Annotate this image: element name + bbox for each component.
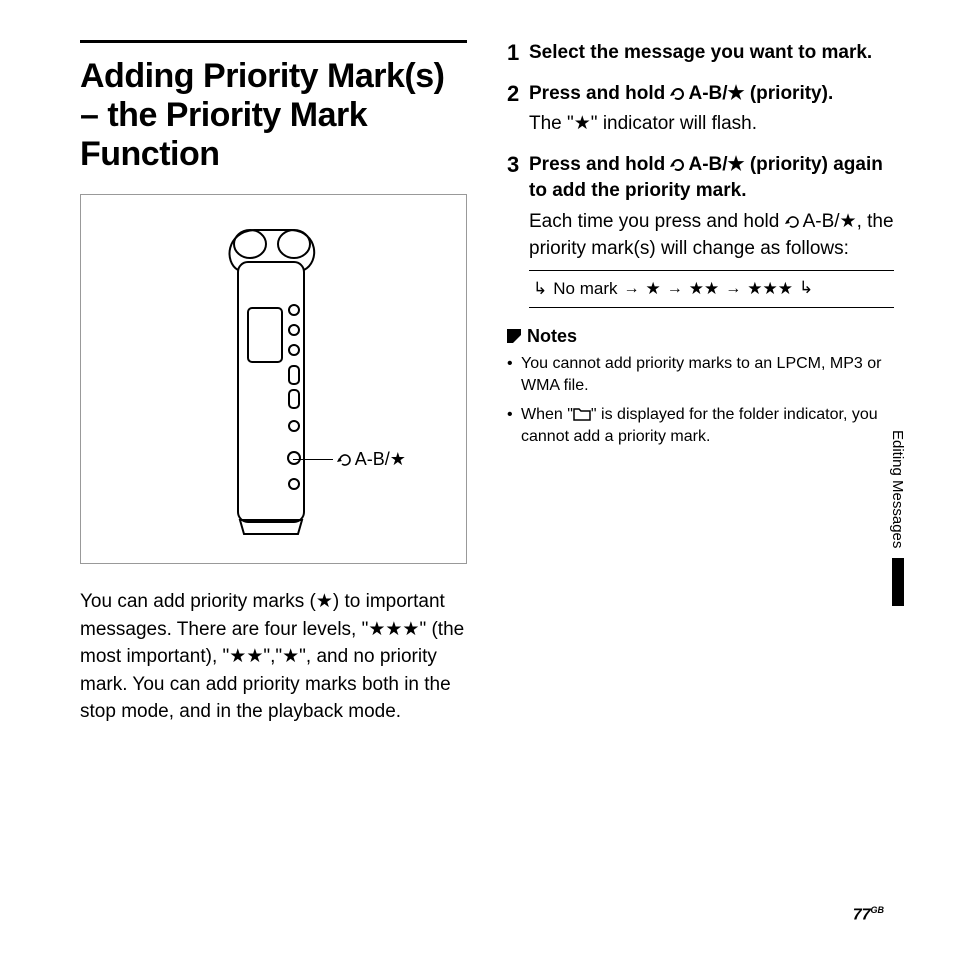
arrow-icon: → [725, 278, 741, 300]
step-3: 3 Press and hold A-B/★ (priority) again … [507, 152, 894, 308]
section-tab: Editing Messages [889, 430, 906, 606]
note-text-part: When " [521, 406, 573, 423]
step-text-part: Each time you press and hold [529, 211, 785, 232]
step-text-part: A-B/★ (priority). [688, 83, 833, 104]
step-1: 1 Select the message you want to mark. [507, 40, 894, 67]
step-text-part: Press and hold [529, 154, 670, 175]
page-region: GB [871, 905, 885, 915]
cycle-item: ★ [645, 277, 660, 301]
arrow-icon: → [623, 278, 639, 300]
step-text-part: Press and hold [529, 83, 670, 104]
step-body-text: The "★" indicator will flash. [529, 111, 894, 138]
heading-rule [80, 40, 467, 43]
notes-heading: Notes [507, 326, 894, 347]
arrow-icon: ↲ [799, 276, 813, 300]
section-tab-bar [892, 558, 904, 606]
priority-cycle-diagram: ↳ No mark → ★ → ★★ → ★★★ ↲ [529, 270, 894, 308]
repeat-icon [337, 453, 355, 467]
note-item: When " " is displayed for the folder ind… [507, 404, 894, 449]
step-number: 2 [507, 81, 529, 138]
section-tab-label: Editing Messages [889, 430, 906, 548]
step-heading: Press and hold A-B/★ (priority). [529, 81, 894, 108]
page-title: Adding Priority Mark(s) – the Priority M… [80, 57, 467, 174]
step-heading: Select the message you want to mark. [529, 40, 894, 67]
device-illustration: A-B/★ [80, 194, 467, 564]
cycle-item: ★★★ [747, 277, 793, 301]
step-body-text: Each time you press and hold A-B/★, the … [529, 209, 894, 262]
repeat-icon [670, 87, 688, 101]
callout-label: A-B/★ [355, 449, 406, 470]
step-number: 3 [507, 152, 529, 308]
notes-heading-label: Notes [527, 326, 577, 347]
step-number: 1 [507, 40, 529, 67]
device-callout: A-B/★ [293, 449, 406, 470]
cycle-item: ★★ [689, 277, 719, 301]
folder-icon [573, 408, 591, 421]
repeat-icon [785, 215, 803, 229]
repeat-icon [670, 158, 688, 172]
arrow-icon: ↳ [533, 277, 547, 301]
page-number-value: 77 [853, 906, 871, 923]
note-icon [507, 329, 521, 343]
page-number: 77GB [853, 905, 884, 924]
note-item: You cannot add priority marks to an LPCM… [507, 353, 894, 398]
cycle-item: No mark [553, 277, 617, 301]
arrow-icon: → [667, 278, 683, 300]
intro-paragraph: You can add priority marks (★) to import… [80, 588, 467, 726]
step-2: 2 Press and hold A-B/★ (priority). The "… [507, 81, 894, 138]
step-heading: Press and hold A-B/★ (priority) again to… [529, 152, 894, 205]
